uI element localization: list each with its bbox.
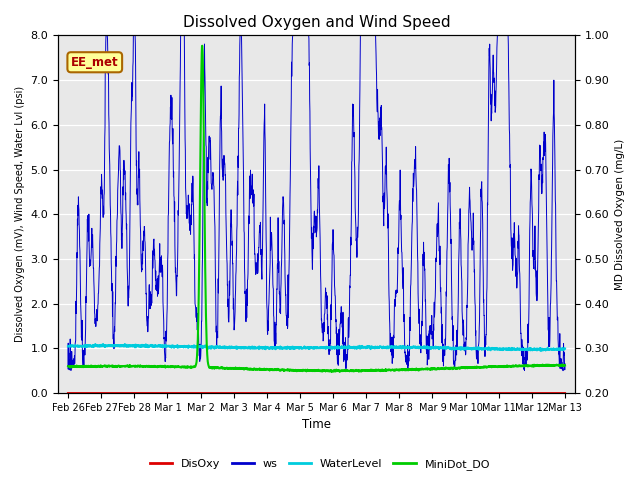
Text: EE_met: EE_met — [71, 56, 118, 69]
Y-axis label: MD Dissolved Oxygen (mg/L): MD Dissolved Oxygen (mg/L) — [615, 139, 625, 290]
Title: Dissolved Oxygen and Wind Speed: Dissolved Oxygen and Wind Speed — [182, 15, 451, 30]
X-axis label: Time: Time — [302, 419, 331, 432]
Y-axis label: Dissolved Oxygen (mV), Wind Speed, Water Lvl (psi): Dissolved Oxygen (mV), Wind Speed, Water… — [15, 86, 25, 342]
Legend: DisOxy, ws, WaterLevel, MiniDot_DO: DisOxy, ws, WaterLevel, MiniDot_DO — [145, 455, 495, 474]
